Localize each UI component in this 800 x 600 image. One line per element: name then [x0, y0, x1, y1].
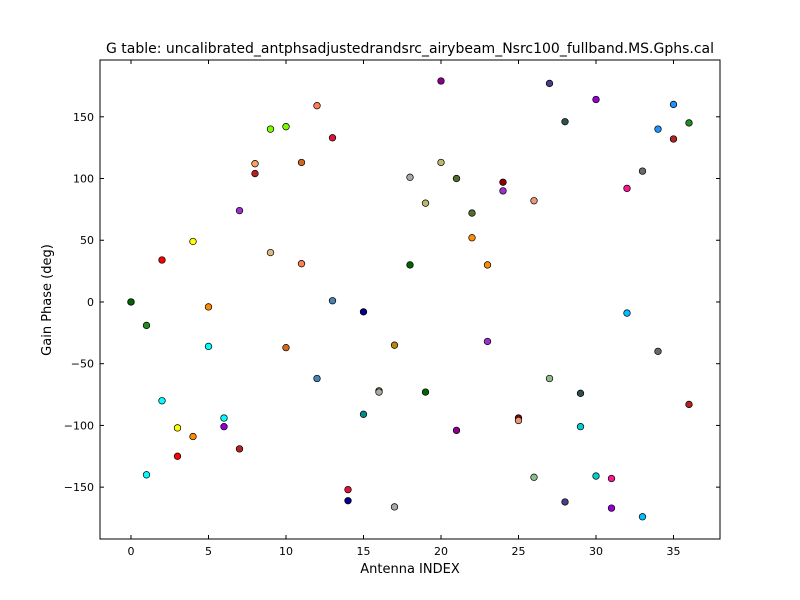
y-tick-label: −50: [71, 358, 94, 371]
data-point: [204, 303, 213, 311]
data-point: [359, 410, 368, 418]
data-point: [313, 374, 321, 383]
data-point: [328, 134, 337, 142]
data-point: [561, 498, 569, 506]
data-point: [499, 187, 507, 195]
x-tick-label: 0: [128, 545, 135, 558]
data-point: [607, 504, 616, 512]
data-point: [654, 125, 662, 133]
data-point: [313, 102, 321, 110]
data-point: [142, 321, 151, 330]
data-point: [545, 374, 554, 383]
x-tick-label: 10: [279, 545, 293, 558]
data-point: [235, 206, 244, 215]
x-tick-label: 5: [205, 545, 212, 558]
x-tick-label: 30: [589, 545, 603, 558]
x-axis-label: Antenna INDEX: [360, 562, 460, 577]
data-point: [282, 343, 290, 352]
data-point: [669, 135, 678, 143]
x-tick-label: 35: [667, 545, 681, 558]
data-point: [421, 388, 430, 396]
data-point: [189, 432, 197, 441]
data-point: [406, 173, 414, 181]
data-point: [576, 423, 585, 431]
x-tick-label: 15: [357, 545, 371, 558]
data-point: [251, 160, 259, 168]
data-point: [220, 423, 228, 431]
y-tick-label: 50: [80, 234, 94, 247]
data-point: [173, 424, 182, 432]
data-point: [638, 167, 647, 175]
data-point: [220, 414, 228, 422]
data-point: [328, 297, 337, 305]
data-point: [158, 397, 166, 405]
chart-title: G table: uncalibrated_antphsadjustedrand…: [106, 41, 714, 57]
data-point: [251, 169, 259, 178]
data-point: [266, 125, 275, 133]
data-point: [297, 158, 306, 167]
y-axis-ticks: −150 −100 −50 0 50 100 150: [64, 111, 720, 494]
data-point: [685, 400, 693, 409]
y-tick-label: −100: [64, 419, 94, 432]
x-axis-ticks: 0 5 10 15 20 25 30 35: [128, 60, 681, 558]
data-point: [437, 158, 445, 167]
data-point: [421, 199, 430, 207]
data-point: [189, 237, 197, 246]
y-tick-label: −150: [64, 481, 94, 494]
data-point: [173, 452, 182, 460]
x-tick-label: 25: [512, 545, 526, 558]
data-point: [499, 178, 507, 186]
data-point: [623, 309, 631, 317]
data-point: [142, 471, 151, 479]
data-point: [685, 119, 693, 127]
data-point: [344, 485, 352, 494]
data-markers: [127, 77, 693, 521]
data-point: [437, 77, 445, 85]
data-point: [576, 389, 585, 397]
data-point: [483, 337, 492, 346]
data-point: [483, 261, 492, 269]
y-tick-label: 100: [73, 173, 94, 186]
data-point: [390, 341, 399, 349]
data-point: [452, 174, 461, 183]
y-axis-label: Gain Phase (deg): [40, 244, 55, 356]
y-tick-label: 0: [87, 296, 94, 309]
data-point: [406, 261, 414, 269]
data-point: [530, 197, 538, 205]
data-point: [561, 118, 569, 126]
data-point: [607, 474, 616, 483]
data-point: [468, 209, 476, 217]
data-point: [344, 497, 352, 505]
data-point: [235, 445, 244, 453]
data-point: [297, 260, 306, 268]
data-point: [654, 347, 662, 356]
data-point: [266, 248, 275, 257]
data-point: [514, 416, 523, 425]
data-point: [592, 95, 600, 104]
data-point: [545, 79, 554, 88]
data-point: [592, 472, 600, 480]
data-point: [530, 473, 538, 481]
data-point: [158, 256, 166, 264]
data-point: [669, 100, 678, 109]
data-point: [204, 342, 213, 351]
data-point: [375, 388, 383, 396]
data-point: [452, 426, 461, 435]
data-point: [638, 513, 647, 521]
data-point: [127, 298, 135, 306]
y-tick-label: 150: [73, 111, 94, 124]
data-point: [390, 503, 399, 511]
data-point: [282, 123, 290, 131]
plot-frame: [99, 59, 721, 540]
data-point: [623, 184, 631, 193]
data-point: [468, 234, 476, 242]
x-tick-label: 20: [434, 545, 448, 558]
data-point: [359, 308, 368, 316]
